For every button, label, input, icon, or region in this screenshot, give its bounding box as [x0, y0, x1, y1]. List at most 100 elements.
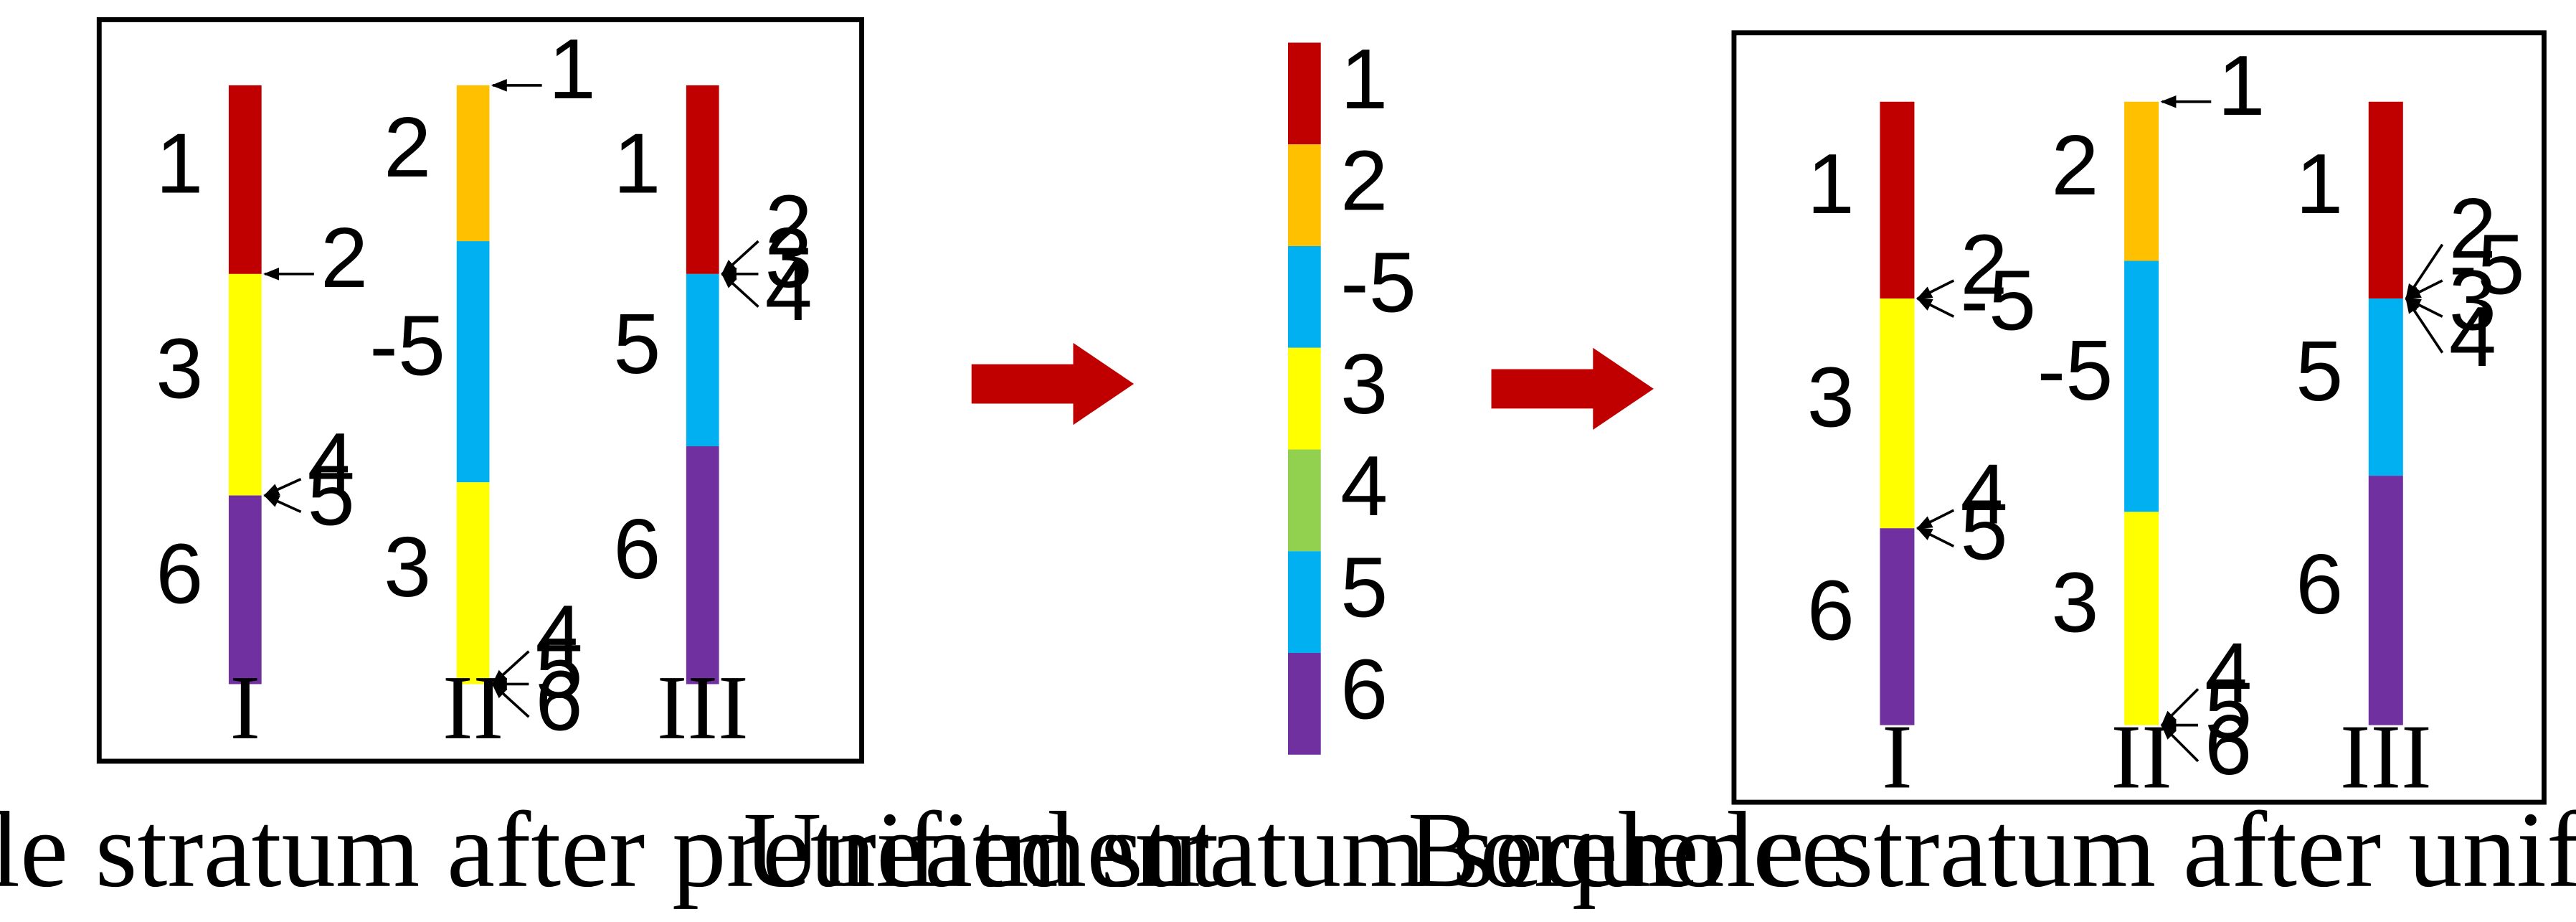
pretreatment-borehole-3-layer-label: 1 [613, 116, 660, 212]
pretreatment-borehole-3-callout-arrow [721, 273, 759, 308]
sequence-layer-label: 6 [1340, 641, 1388, 737]
pretreatment-borehole-3-callout-label: 3 [765, 210, 813, 306]
pretreatment-borehole-1-layer-2 [228, 273, 262, 496]
unified-borehole-1-layer-3 [1880, 528, 1915, 725]
pretreatment-borehole-2-callout-label: 1 [549, 22, 596, 117]
sequence-layer-5 [1288, 449, 1321, 552]
sequence-caption: Unified stratum sequence [743, 790, 1849, 910]
pretreatment-borehole-2-layer-2 [456, 241, 490, 483]
unified-borehole-2-callout-label: 5 [2205, 662, 2252, 757]
pretreatment-borehole-2-callout-label: 4 [536, 588, 583, 683]
unified-borehole-3-callout-arrow [2405, 297, 2444, 354]
pretreatment-borehole-1-callout-arrow [263, 477, 302, 497]
sequence-layer-label: 4 [1340, 438, 1388, 534]
unified-borehole-2-callout-label: 6 [2205, 697, 2252, 793]
pretreatment-borehole-2-callout-label: 6 [536, 653, 583, 748]
unified-borehole-3: 1 5 6 III 2-534 [2296, 101, 2525, 808]
unified-borehole-3-callout-label: -5 [2449, 217, 2525, 312]
pretreatment-borehole-3: 1 5 6 III 234 [613, 85, 813, 758]
pretreatment-panel-frame [96, 17, 864, 764]
pretreatment-borehole-2-layer-label: 3 [384, 519, 431, 615]
unified-borehole-2-layer-3 [2124, 512, 2159, 725]
unified-borehole-2-layer-1 [2124, 101, 2159, 261]
unified-borehole-1-layer-2 [1880, 298, 1915, 529]
unified-borehole-3-layer-2 [2368, 298, 2403, 476]
unified-borehole-2-layer-label: 2 [2051, 118, 2098, 213]
unified-borehole-3-layer-label: 1 [2296, 136, 2343, 232]
unified-borehole-3-callout-label: 2 [2449, 181, 2496, 276]
sequence-layer-6 [1288, 551, 1321, 654]
pretreatment-borehole-3-layer-label: 6 [613, 502, 660, 597]
pretreatment-borehole-3-numeral: III [657, 657, 749, 758]
pretreatment-borehole-2-numeral: II [442, 657, 503, 758]
pretreatment-borehole-1-callout-arrow [263, 494, 302, 514]
flow-arrow-1 [971, 342, 1135, 425]
pretreatment-borehole-2-callout-label: 5 [536, 621, 583, 716]
flow-arrow-2 [1491, 347, 1654, 431]
pretreatment-borehole-1-callout-label: 2 [321, 210, 368, 306]
sequence-layer-3 [1288, 245, 1321, 348]
unified-borehole-3-callout-arrow [2405, 279, 2443, 300]
unified-borehole-1-callout-label: -5 [1960, 253, 2036, 349]
unification-panel-frame [1731, 30, 2547, 805]
sequence-layer-1 [1288, 42, 1321, 145]
unification-caption: Borehole stratum after unification [1408, 790, 2576, 910]
unified-borehole-1-layer-label: 6 [1807, 563, 1855, 659]
unified-borehole-1-layer-label: 3 [1807, 349, 1855, 445]
pretreatment-caption: Borehole stratum after pretreatment [0, 790, 1219, 910]
unified-borehole-1-layer-label: 1 [1807, 136, 1855, 232]
unified-borehole-2-callout-label: 4 [2205, 626, 2252, 721]
sequence-layer-label: 2 [1340, 133, 1388, 229]
unified-borehole-2-callout-arrow [2161, 724, 2199, 763]
unified-borehole-1-callout-label: 4 [1960, 446, 2007, 542]
sequence-layer-label: 3 [1340, 337, 1388, 432]
pretreatment-borehole-1-layer-label: 3 [156, 321, 203, 416]
unified-borehole-2-layer-label: 3 [2051, 555, 2098, 650]
unified-borehole-1-callout-arrow [1916, 279, 1955, 300]
sequence-layer-label: -5 [1340, 235, 1416, 330]
pretreatment-borehole-1: 1 3 6I 2 45 [156, 85, 368, 758]
unified-borehole-1: 1 3 6I 2-5 45 [1807, 101, 2036, 808]
sequence-layer-label: 5 [1340, 540, 1388, 636]
pretreatment-borehole-2-layer-label: -5 [369, 298, 445, 393]
pretreatment-borehole-3-callout-label: 2 [765, 177, 813, 273]
pretreatment-borehole-2-callout-arrow [491, 682, 530, 718]
pretreatment-borehole-1-layer-label: 6 [156, 526, 203, 621]
pretreatment-borehole-3-callout-arrow [721, 240, 759, 276]
pretreatment-borehole-1-callout-label: 5 [308, 448, 355, 544]
unified-borehole-2-layer-label: -5 [2037, 323, 2113, 418]
pretreatment-borehole-2-layer-3 [456, 482, 490, 685]
unified-borehole-1-callout-label: 2 [1960, 217, 2007, 312]
unified-borehole-1-callout-arrow [1916, 509, 1955, 530]
sequence-layer-4 [1288, 347, 1321, 450]
pretreatment-borehole-2: 2 -5 3II 1 456 [369, 22, 596, 758]
pretreatment-borehole-3-layer-label: 5 [613, 296, 660, 392]
pretreatment-borehole-1-callout-label: 4 [308, 415, 355, 511]
sequence-layer-7 [1288, 653, 1321, 755]
unified-borehole-1-callout-arrow [1916, 297, 1955, 318]
unified-borehole-1-callout-label: 5 [1960, 483, 2007, 578]
sequence-layer-label: 1 [1340, 32, 1388, 127]
pretreatment-borehole-1-layer-label: 1 [156, 116, 203, 212]
unified-borehole-1-callout-arrow [1916, 527, 1955, 548]
pretreatment-borehole-3-layer-2 [686, 273, 719, 446]
sequence-layer-2 [1288, 144, 1321, 246]
unified-borehole-1-layer-1 [1880, 101, 1915, 299]
unified-borehole-3-numeral: III [2340, 706, 2432, 808]
unified-borehole-3-callout-label: 4 [2449, 289, 2496, 385]
unified-borehole-3-callout-label: 3 [2449, 253, 2496, 349]
unified-borehole-2-layer-2 [2124, 260, 2159, 512]
pretreatment-borehole-3-layer-3 [686, 446, 719, 685]
pretreatment-borehole-3-layer-1 [686, 85, 719, 274]
pretreatment-borehole-1-layer-1 [228, 85, 262, 274]
unified-borehole-1-numeral: I [1882, 706, 1913, 808]
unified-borehole-2-callout-label: 1 [2217, 38, 2265, 133]
pretreatment-borehole-2-layer-label: 2 [384, 100, 431, 195]
pretreatment-borehole-2-layer-1 [456, 85, 490, 242]
pretreatment-borehole-1-layer-3 [228, 495, 262, 685]
